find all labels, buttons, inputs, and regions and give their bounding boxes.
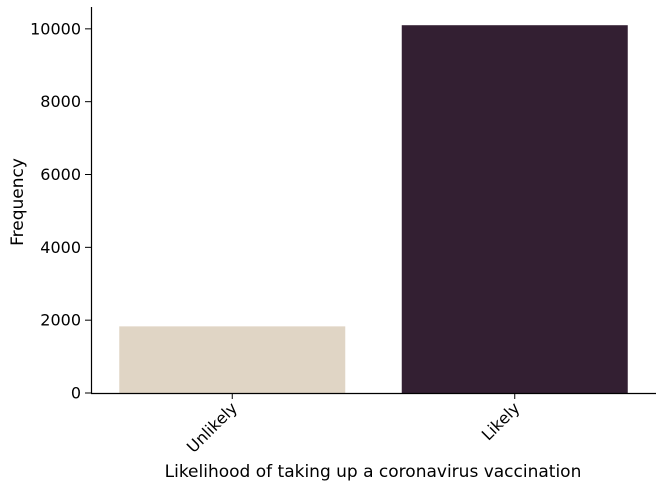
y-tick-label: 6000: [40, 165, 81, 184]
y-axis-ticks: 0 2000 4000 6000 8000 10000: [30, 19, 91, 403]
bar-unlikely: [119, 326, 346, 393]
y-tick-label: 4000: [40, 238, 81, 257]
x-axis-ticks: Unlikely Likely: [183, 393, 524, 457]
y-tick-label: 0: [71, 384, 81, 403]
y-tick-label: 10000: [30, 19, 81, 38]
x-tick-label: Likely: [478, 398, 524, 444]
y-axis-title: Frequency: [8, 158, 28, 246]
bar-likely: [401, 25, 628, 393]
x-axis-title: Likelihood of taking up a coronavirus va…: [165, 462, 582, 482]
y-tick-label: 2000: [40, 311, 81, 330]
bars-group: [119, 25, 628, 393]
y-tick-label: 8000: [40, 92, 81, 111]
x-tick-label: Unlikely: [183, 398, 241, 456]
